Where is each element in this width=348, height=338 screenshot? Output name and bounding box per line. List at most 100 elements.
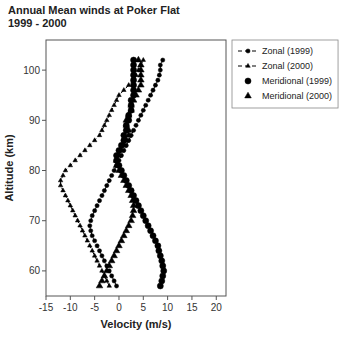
point [95,204,99,208]
series-line [61,60,144,286]
title-line: 1999 - 2000 [8,17,67,29]
y-tick [42,170,46,171]
point [58,178,63,182]
point [89,229,93,233]
point [75,218,80,222]
legend-marker [245,92,252,98]
x-tick-label: -10 [63,302,78,313]
point [61,188,66,192]
y-tick-label: 70 [29,215,41,226]
point [97,133,102,137]
point [58,183,63,187]
y-tick-label: 80 [29,165,41,176]
point [141,108,145,112]
point [114,284,118,288]
title-line: Annual Mean winds at Poker Flat [8,4,180,16]
point [73,213,78,217]
point [128,107,134,113]
legend-label: Zonal (2000) [262,61,313,71]
x-tick [143,296,144,300]
point [63,193,68,197]
point [97,249,101,253]
x-tick [167,296,168,300]
plot-area [58,56,166,289]
legend-label: Meridional (1999) [262,76,332,86]
point [66,198,71,202]
point [117,93,122,97]
point [78,153,83,157]
y-axis-label: Altitude (km) [3,134,15,202]
point [126,83,131,87]
point [100,128,105,132]
point [122,88,127,92]
series [96,56,144,288]
point [63,168,68,172]
series-line [90,60,163,286]
point [97,263,102,267]
point [112,279,116,283]
title: Annual Mean winds at Poker Flat1999 - 20… [8,4,180,29]
point [70,208,75,212]
point [102,189,106,193]
point [149,93,153,97]
x-tick [70,296,71,300]
point [151,88,155,92]
x-tick [94,296,95,300]
point [95,258,100,262]
x-tick-label: -5 [90,302,99,313]
point [105,183,109,187]
x-tick-label: -15 [39,302,54,313]
point [107,113,112,117]
point [139,113,143,117]
point [102,123,107,127]
point [153,83,157,87]
point [88,224,92,228]
point [68,203,73,207]
y-tick [42,220,46,221]
point [83,233,88,237]
legend-label: Zonal (1999) [262,46,313,56]
point [93,209,97,213]
point [100,254,104,258]
point [156,78,160,82]
x-tick [216,296,217,300]
point [107,178,111,182]
point [135,56,142,62]
y-tick-label: 60 [29,265,41,276]
point [100,194,104,198]
x-tick [191,296,192,300]
y-tick [42,270,46,271]
point [110,274,114,278]
y-tick [42,70,46,71]
point [105,118,110,122]
x-tick [118,296,119,300]
point [141,57,146,61]
point [158,68,162,72]
point [83,148,88,152]
x-tick-label: 20 [211,302,223,313]
point [68,163,73,167]
point [85,238,90,242]
legend-label: Meridional (2000) [262,91,332,101]
point [93,239,97,243]
point [92,138,97,142]
x-tick-label: 15 [186,302,198,313]
point [90,248,95,252]
x-tick-label: 5 [141,302,147,313]
point [144,103,148,107]
point [134,123,138,127]
y-tick [42,120,46,121]
point [158,63,162,67]
point [97,199,101,203]
point [112,103,117,107]
point [107,283,112,287]
point [90,234,94,238]
point [100,268,105,272]
legend-marker [246,63,251,67]
point [73,158,78,162]
point [88,243,93,247]
legend: Zonal (1999) Zonal (2000) Meridional (1999… [232,40,338,108]
point [110,173,114,177]
point [78,223,83,227]
point [131,128,135,132]
